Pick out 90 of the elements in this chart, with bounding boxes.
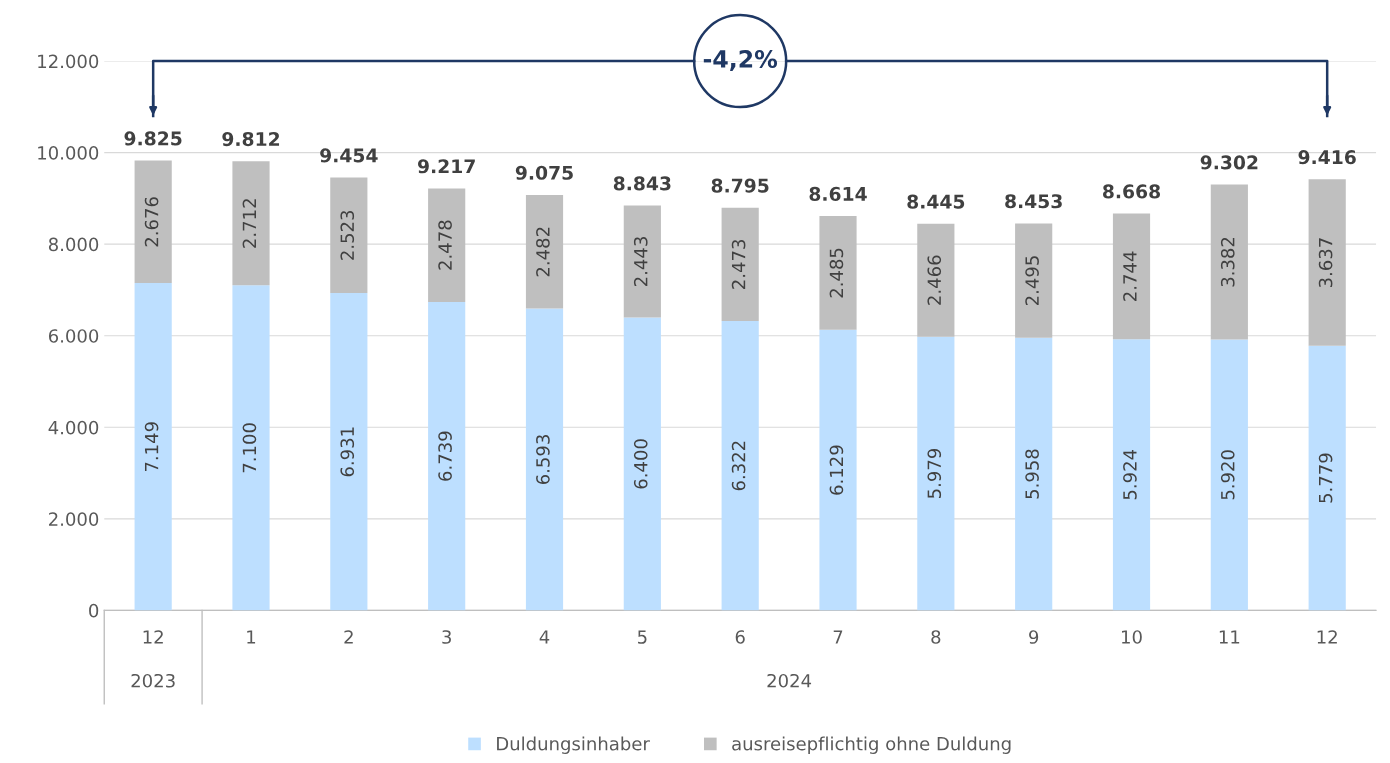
total-label: 8.614 [809,186,867,201]
x-tick-label: 1 [247,630,256,644]
data-label: 2.523 [340,210,355,260]
total-label: 8.843 [613,176,671,191]
bar [819,216,857,330]
y-tick-label: 6.000 [48,329,99,343]
total-label: 8.668 [1103,184,1161,199]
annotation: -4,2% [703,50,778,71]
total-label: 9.454 [320,148,378,163]
total-label: 8.453 [1005,194,1062,209]
bar [525,308,564,611]
data-label: 7.149 [144,422,159,472]
bar [232,285,270,611]
data-label: 7.100 [242,423,257,473]
bar [1308,345,1346,611]
bar [623,205,661,318]
total-label: 9.217 [417,159,475,174]
data-label: 6.931 [340,427,355,477]
total-label: 8.445 [907,194,965,209]
data-label: 5.920 [1220,450,1235,500]
x-tick-label: 12 [1317,630,1337,644]
data-label: 6.739 [438,431,452,481]
total-label: 9.825 [124,131,182,146]
bar [917,336,955,611]
total-label: 9.075 [515,165,573,180]
x-tick-label: 5 [637,630,647,644]
bar [721,207,759,321]
y-tick-label: 4.000 [48,420,99,435]
data-label: 2.478 [438,220,452,270]
data-label: 5.779 [1318,453,1333,503]
data-label: 2.473 [731,239,746,289]
y-tick-label: 12.000 [38,54,99,69]
bar [1210,184,1248,340]
x-tick-label: 9 [1029,630,1039,644]
data-label: 3.382 [1220,237,1235,287]
total-label: 9.302 [1200,155,1258,170]
bar [428,188,466,302]
legend-label: ausreisepflichtig ohne Duldung [732,736,1011,754]
x-tick-label: 10 [1122,630,1142,644]
data-label: 6.129 [829,445,844,495]
total-label: 8.795 [711,178,769,193]
x-tick-label: 12 [143,630,163,644]
bar [721,320,759,611]
bar [330,293,368,611]
bar [134,160,172,284]
data-label: 6.400 [633,439,648,489]
data-label: 5.924 [1123,449,1137,500]
data-label: 5.979 [927,448,942,498]
bar [1308,179,1346,346]
bar [917,223,955,337]
data-label: 6.593 [536,435,550,485]
data-label: 2.744 [1123,251,1137,301]
x-tick-label: 8 [931,630,941,644]
total-label: 9.812 [222,131,280,147]
bar [819,329,857,611]
data-label: 3.637 [1318,238,1333,288]
y-tick-label: 10.000 [38,146,99,160]
x-tick-label: 6 [735,630,745,644]
bar [1112,213,1151,340]
bar [134,283,172,611]
data-label: 2.485 [829,248,844,298]
y-tick-label: 8.000 [48,237,99,252]
bar [525,194,564,309]
data-label: 2.495 [1025,256,1039,306]
y-tick-label: 2.000 [49,512,99,526]
x-tick-label: 7 [833,630,843,644]
data-label: 2.676 [144,197,159,247]
x-tick-label: 2 [344,630,353,644]
y-tick-label: 0 [89,603,99,618]
data-label: 5.958 [1025,449,1039,499]
bar [623,317,661,611]
legend-label: Duldungsinhaber [497,736,650,754]
data-label: 6.322 [731,441,746,491]
data-label: 2.712 [242,199,256,248]
bar [1015,223,1053,338]
data-label: 2.443 [633,237,648,287]
bar [1112,339,1151,611]
text: 2023 [131,673,175,688]
data-label: 2.466 [927,255,942,305]
bar [330,177,368,294]
bar [1210,339,1248,611]
text: 2024 [767,673,812,688]
bar [428,301,466,611]
bar [1015,337,1053,611]
x-tick-label: 3 [442,630,451,644]
bar [232,161,270,286]
data-label: 2.482 [536,227,550,277]
x-tick-label: 4 [539,630,550,644]
total-label: 9.416 [1298,150,1356,165]
x-tick-label: 11 [1219,630,1240,644]
